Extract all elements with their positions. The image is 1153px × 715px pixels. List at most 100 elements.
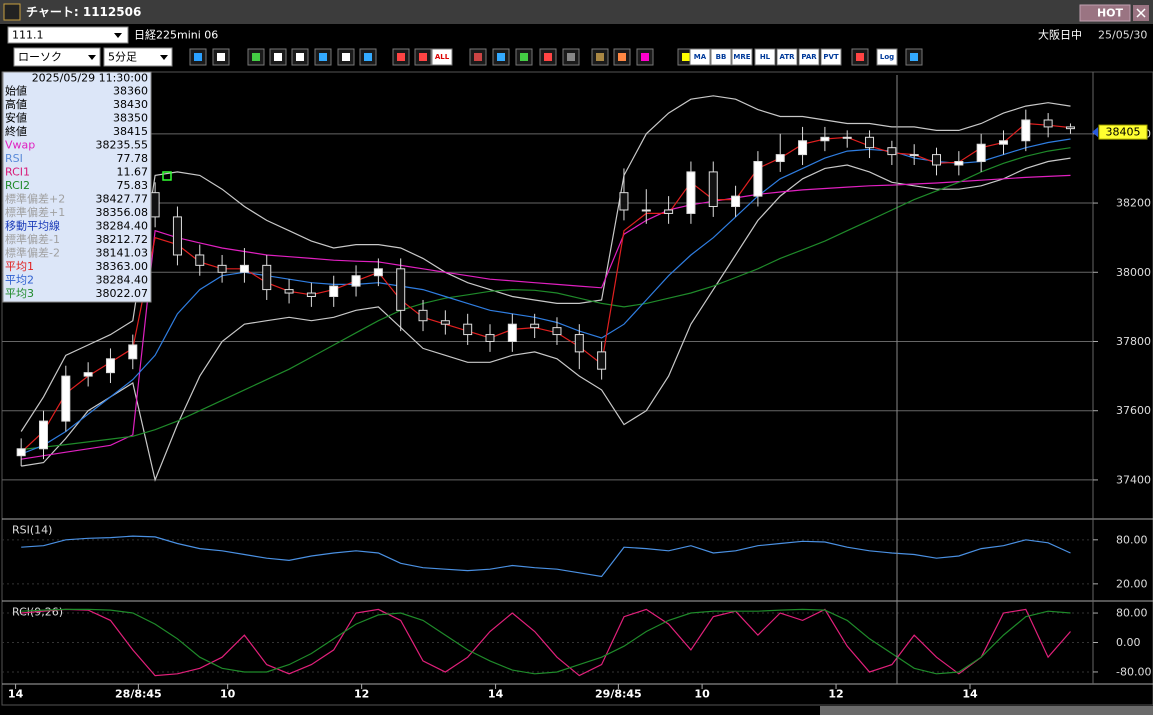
candle-body — [798, 140, 808, 156]
tool-button[interactable] — [731, 48, 753, 66]
candle-body — [530, 323, 540, 329]
info-label: 安値 — [5, 111, 27, 125]
info-box: 2025/05/29 11:30:00 始値 38360 高値 38430 安値 38350… — [2, 71, 152, 303]
info-label: 標準偏差-1 — [5, 232, 60, 246]
candle-body — [686, 171, 696, 214]
candle-body — [16, 448, 26, 457]
tool-button[interactable] — [876, 48, 898, 66]
candle-body — [306, 292, 316, 297]
info-value: 38427.77 — [96, 193, 149, 206]
tool-glyph — [497, 53, 505, 61]
candle-body — [708, 171, 718, 208]
tool-glyph — [520, 53, 528, 61]
x-tick-label: 14 — [8, 688, 24, 701]
hot-label: HOT — [1097, 7, 1124, 20]
tool-button-label: BB — [716, 53, 727, 61]
candle-body — [217, 264, 227, 273]
candle-body — [932, 154, 942, 166]
candle-body — [262, 264, 272, 291]
tool-button[interactable] — [776, 48, 798, 66]
series-line — [21, 535, 1071, 578]
tool-button-label: MA — [694, 53, 707, 61]
candle-body — [574, 334, 584, 353]
y-tick-label: -80.00 — [1116, 665, 1151, 678]
tool-glyph — [682, 53, 690, 61]
info-value: 77.78 — [117, 152, 149, 165]
candle-body — [507, 323, 517, 342]
info-label: RCI2 — [5, 179, 30, 192]
x-tick-label: 12 — [828, 688, 843, 701]
candle-body — [954, 161, 964, 166]
info-value: 38235.55 — [96, 139, 149, 152]
info-value: 38363.00 — [96, 260, 149, 273]
y-tick-label: 80.00 — [1116, 533, 1148, 546]
tool-glyph — [364, 53, 372, 61]
candle-body — [329, 285, 339, 297]
tool-button-label: HL — [760, 53, 771, 61]
candle-body — [998, 140, 1008, 145]
last-price-box — [1098, 124, 1148, 140]
x-tick-label: 10 — [220, 688, 236, 701]
tool-button[interactable] — [431, 48, 453, 66]
series-line — [21, 157, 1071, 482]
candle-body — [239, 264, 249, 273]
tool-glyph — [856, 53, 864, 61]
candle-body — [842, 136, 852, 139]
price-pointer — [1092, 127, 1098, 138]
x-tick-label: 29/8:45 — [595, 688, 642, 701]
session: 大阪日中 — [1038, 28, 1082, 42]
y-tick-label: 37800 — [1116, 335, 1151, 348]
tool-glyph — [910, 53, 918, 61]
x-tick-label: 10 — [694, 688, 710, 701]
info-label: 平均2 — [5, 274, 34, 287]
tool-button-label: ALL — [435, 53, 450, 61]
tool-glyph — [217, 53, 225, 61]
candle-body — [753, 161, 763, 197]
hot-button[interactable] — [1079, 4, 1131, 22]
plot: 3740037600378003800038200384003840520.00… — [2, 95, 1151, 701]
tool-glyph — [618, 53, 626, 61]
tool-button[interactable] — [754, 48, 776, 66]
dropdown-arrow — [88, 55, 96, 60]
tool-glyph — [194, 53, 202, 61]
tool-button[interactable] — [798, 48, 820, 66]
candle-body — [1043, 119, 1053, 128]
x-tick-label: 14 — [488, 688, 504, 701]
tool-glyph — [319, 53, 327, 61]
tool-glyph — [296, 53, 304, 61]
y-tick-label: 38200 — [1116, 197, 1151, 210]
tool-button-label: PAR — [801, 53, 817, 61]
toolbar: ALL MA BB MRE HL ATR PAR PVT Log — [189, 48, 923, 66]
info-value: 38284.40 — [96, 220, 149, 233]
interval-select[interactable] — [103, 47, 173, 67]
y-tick-label: 37600 — [1116, 404, 1151, 417]
candle-body — [552, 327, 562, 336]
candle-body — [128, 344, 138, 360]
info-value: 38360 — [113, 85, 148, 98]
info-value: 38415 — [113, 125, 148, 138]
info-label: 標準偏差+1 — [5, 205, 65, 219]
style-select[interactable] — [13, 47, 101, 67]
info-value: 38022.07 — [96, 287, 149, 300]
candle-body — [976, 143, 986, 163]
tool-glyph — [641, 53, 649, 61]
series-line — [21, 174, 1071, 460]
date: 25/05/30 — [1098, 29, 1147, 42]
panel-title: RSI(14) — [12, 524, 52, 537]
tool-button[interactable] — [689, 48, 711, 66]
tool-button[interactable] — [710, 48, 732, 66]
candle-body — [775, 154, 785, 163]
candle-body — [351, 275, 361, 287]
candle-body — [440, 320, 450, 325]
info-label: 標準偏差-2 — [5, 246, 60, 260]
code-input[interactable] — [7, 26, 129, 44]
y-tick-label: 0.00 — [1116, 636, 1141, 649]
info-value: 11.67 — [117, 166, 149, 179]
close-icon — [1136, 8, 1146, 18]
series-line — [21, 147, 1071, 451]
x-tick-label: 12 — [354, 688, 369, 701]
candle-body — [150, 192, 160, 218]
tool-button[interactable] — [820, 48, 842, 66]
